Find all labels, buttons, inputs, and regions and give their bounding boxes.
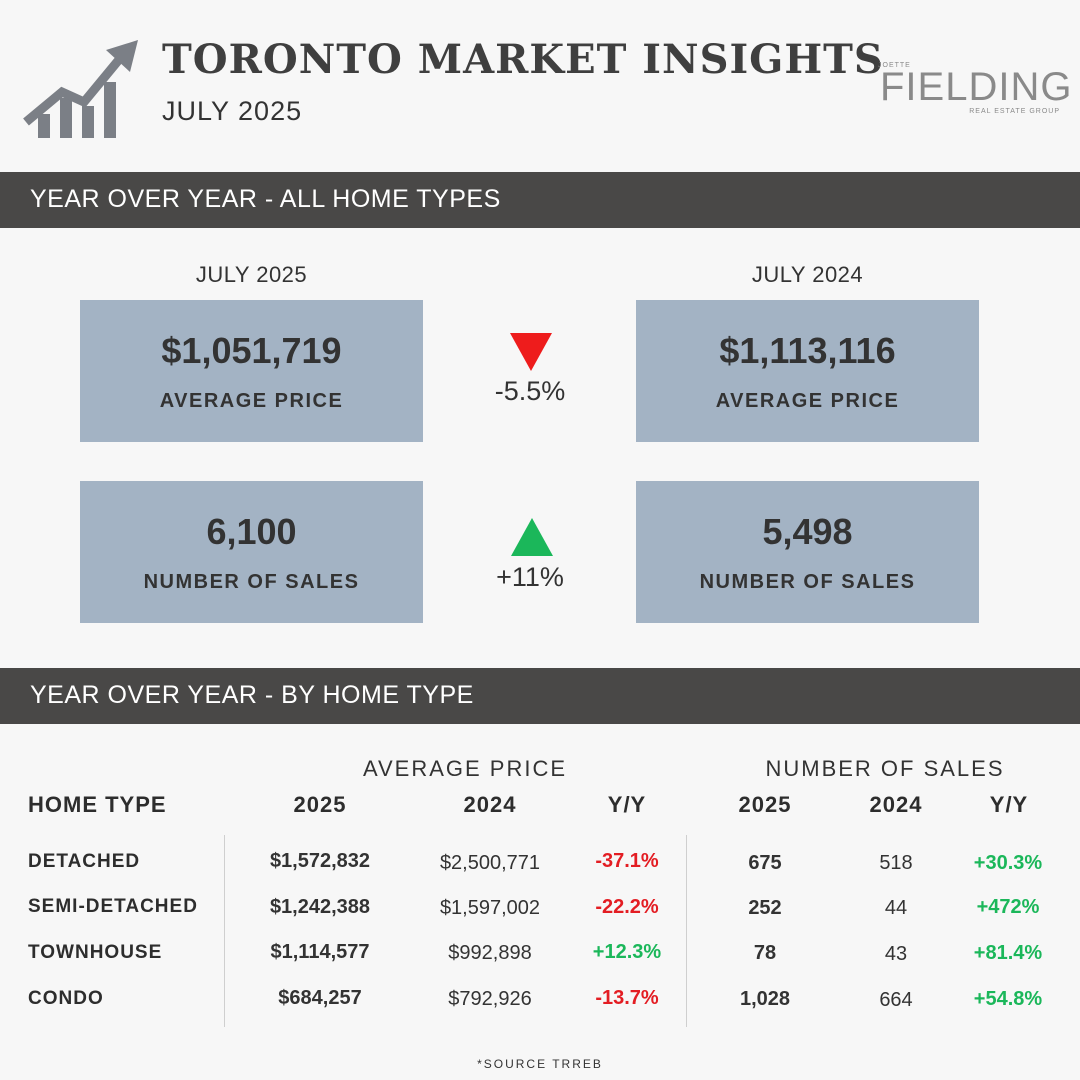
avg-price-previous-box: $1,113,116 AVERAGE PRICE xyxy=(636,300,979,442)
table-divider xyxy=(224,835,225,1027)
col-header-sales-yy: Y/Y xyxy=(989,792,1029,817)
cell-sales-yy: +30.3% xyxy=(973,852,1043,874)
row-home-type: DETACHED xyxy=(28,851,141,872)
cell-sales-2025: 1,028 xyxy=(739,988,791,1010)
cell-sales-2025: 675 xyxy=(748,852,782,874)
sales-previous-value: 5,498 xyxy=(762,511,853,552)
col-header-price-yy: Y/Y xyxy=(607,792,647,817)
row-home-type: SEMI-DETACHED xyxy=(28,896,198,917)
section-bar-all-home-types: YEAR OVER YEAR - ALL HOME TYPES xyxy=(0,172,1080,228)
cell-sales-yy: +54.8% xyxy=(973,988,1043,1010)
cell-price-yy: +12.3% xyxy=(592,941,662,963)
avg-price-current-value: $1,051,719 xyxy=(161,330,342,371)
cell-price-yy: -37.1% xyxy=(595,850,659,872)
up-triangle-icon xyxy=(511,518,553,556)
cell-price-2025: $1,114,577 xyxy=(270,941,370,963)
year-label-previous: JULY 2024 xyxy=(751,262,864,287)
year-label-current: JULY 2025 xyxy=(195,262,308,287)
section-title: YEAR OVER YEAR - BY HOME TYPE xyxy=(30,681,474,709)
logo-top-text: JOETTE xyxy=(878,62,911,69)
col-header-price-2025: 2025 xyxy=(293,792,347,817)
group-header-sales: NUMBER OF SALES xyxy=(765,756,1005,781)
cell-price-2024: $792,926 xyxy=(448,988,532,1010)
cell-sales-2025: 252 xyxy=(748,897,782,919)
col-header-home-type: HOME TYPE xyxy=(28,792,167,817)
col-header-price-2024: 2024 xyxy=(463,792,517,817)
sales-change: +11% xyxy=(496,562,564,592)
row-home-type: CONDO xyxy=(28,988,104,1009)
source-note: *SOURCE TRREB xyxy=(477,1057,603,1071)
cell-sales-2025: 78 xyxy=(753,942,777,964)
avg-price-change: -5.5% xyxy=(494,376,566,406)
cell-sales-yy: +472% xyxy=(976,896,1040,918)
col-header-sales-2024: 2024 xyxy=(869,792,923,817)
brand-logo: JOETTE FIELDING REAL ESTATE GROUP xyxy=(878,62,1071,118)
cell-sales-yy: +81.4% xyxy=(973,942,1043,964)
table-divider xyxy=(686,835,687,1027)
cell-price-2025: $1,572,832 xyxy=(269,850,371,872)
cell-price-2025: $684,257 xyxy=(278,987,362,1009)
cell-price-2024: $2,500,771 xyxy=(439,852,541,874)
cell-sales-2024: 43 xyxy=(884,943,908,965)
cell-sales-2024: 518 xyxy=(879,852,913,874)
section-title: YEAR OVER YEAR - ALL HOME TYPES xyxy=(30,185,501,213)
row-home-type: TOWNHOUSE xyxy=(28,942,163,963)
group-header-avg-price: AVERAGE PRICE xyxy=(362,756,568,781)
avg-price-current-label: AVERAGE PRICE xyxy=(159,390,344,412)
avg-price-previous-label: AVERAGE PRICE xyxy=(715,390,900,412)
logo-main-text: FIELDING xyxy=(880,65,1073,109)
growth-chart-icon xyxy=(23,40,138,138)
cell-price-2025: $1,242,388 xyxy=(269,896,371,918)
page-title: TORONTO MARKET INSIGHTS xyxy=(162,36,884,83)
section-bar-by-home-type: YEAR OVER YEAR - BY HOME TYPE xyxy=(0,668,1080,724)
sales-current-value: 6,100 xyxy=(206,511,297,552)
down-triangle-icon xyxy=(510,333,552,371)
cell-sales-2024: 664 xyxy=(879,989,913,1011)
cell-price-2024: $992,898 xyxy=(448,942,532,964)
page-subtitle: JULY 2025 xyxy=(162,96,303,126)
cell-price-2024: $1,597,002 xyxy=(439,897,541,919)
cell-sales-2024: 44 xyxy=(884,897,908,919)
sales-previous-box: 5,498 NUMBER OF SALES xyxy=(636,481,979,623)
avg-price-previous-value: $1,113,116 xyxy=(719,330,896,371)
sales-current-label: NUMBER OF SALES xyxy=(143,571,360,593)
logo-sub-text: REAL ESTATE GROUP xyxy=(969,108,1060,115)
cell-price-yy: -22.2% xyxy=(595,896,659,918)
avg-price-current-box: $1,051,719 AVERAGE PRICE xyxy=(80,300,423,442)
col-header-sales-2025: 2025 xyxy=(738,792,792,817)
cell-price-yy: -13.7% xyxy=(595,987,659,1009)
sales-previous-label: NUMBER OF SALES xyxy=(699,571,916,593)
sales-current-box: 6,100 NUMBER OF SALES xyxy=(80,481,423,623)
